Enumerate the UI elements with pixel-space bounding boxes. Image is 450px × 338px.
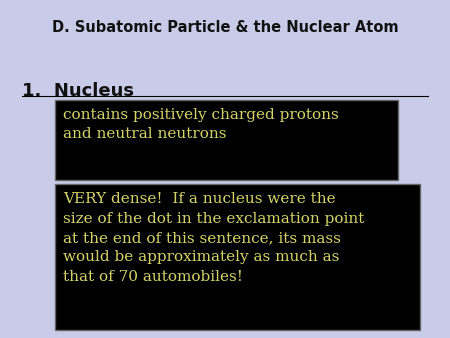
Text: contains positively charged protons
and neutral neutrons: contains positively charged protons and … xyxy=(63,108,339,142)
Bar xyxy=(55,184,420,330)
Text: 1.  Nucleus: 1. Nucleus xyxy=(22,82,134,100)
Text: D. Subatomic Particle & the Nuclear Atom: D. Subatomic Particle & the Nuclear Atom xyxy=(52,21,398,35)
Text: VERY dense!  If a nucleus were the
size of the dot in the exclamation point
at t: VERY dense! If a nucleus were the size o… xyxy=(63,192,364,284)
Bar xyxy=(55,100,398,180)
